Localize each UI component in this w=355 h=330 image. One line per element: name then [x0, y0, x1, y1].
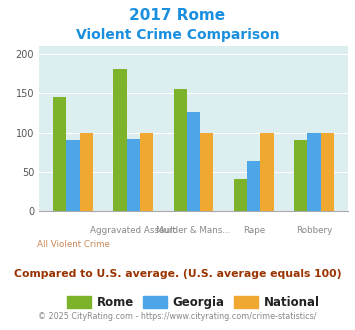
Bar: [80, 133, 93, 211]
Text: © 2025 CityRating.com - https://www.cityrating.com/crime-statistics/: © 2025 CityRating.com - https://www.city…: [38, 312, 317, 321]
Bar: [247, 161, 260, 211]
Bar: [127, 139, 140, 211]
Text: Murder & Mans...: Murder & Mans...: [156, 226, 231, 236]
Bar: [174, 89, 187, 211]
Text: Violent Crime Comparison: Violent Crime Comparison: [76, 28, 279, 42]
Text: Aggravated Assault: Aggravated Assault: [90, 226, 176, 236]
Bar: [66, 141, 80, 211]
Bar: [113, 69, 127, 211]
Legend: Rome, Georgia, National: Rome, Georgia, National: [62, 291, 324, 314]
Bar: [321, 133, 334, 211]
Bar: [307, 133, 321, 211]
Text: 2017 Rome: 2017 Rome: [130, 8, 225, 23]
Bar: [294, 140, 307, 211]
Bar: [200, 133, 213, 211]
Bar: [140, 133, 153, 211]
Bar: [53, 97, 66, 211]
Bar: [187, 112, 200, 211]
Text: Robbery: Robbery: [296, 226, 332, 236]
Bar: [260, 133, 274, 211]
Bar: [234, 179, 247, 211]
Text: Compared to U.S. average. (U.S. average equals 100): Compared to U.S. average. (U.S. average …: [14, 269, 341, 279]
Text: All Violent Crime: All Violent Crime: [37, 240, 109, 249]
Text: Rape: Rape: [243, 226, 265, 236]
